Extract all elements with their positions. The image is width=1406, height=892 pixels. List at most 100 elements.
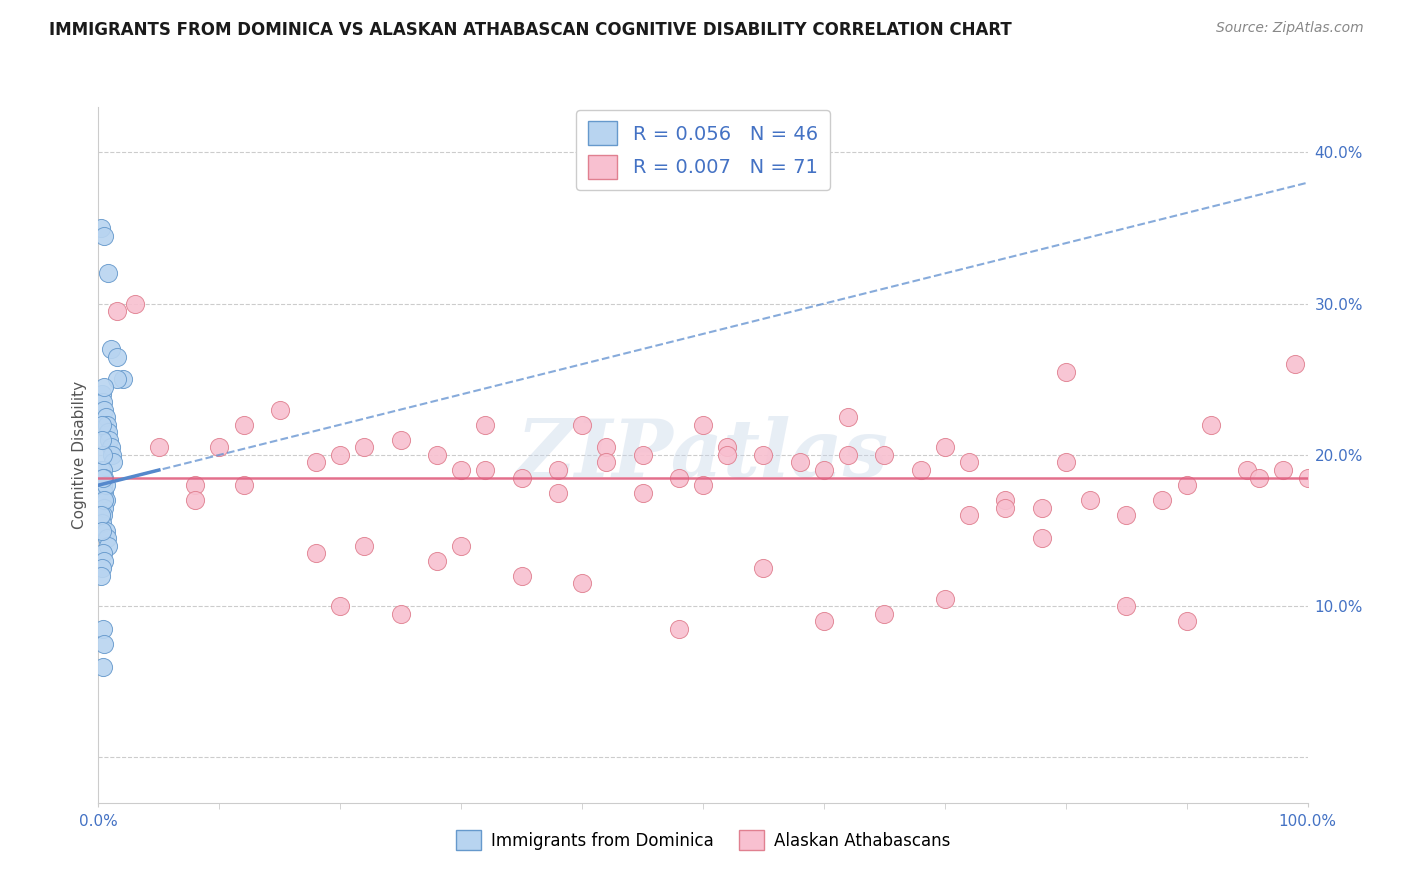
Point [93, 493, 115, 508]
Point [668, 470, 690, 484]
Point [111, 372, 134, 386]
Text: ZIPatlas: ZIPatlas [517, 417, 889, 493]
Point [94, 524, 117, 538]
Point [1054, 455, 1077, 469]
Point [426, 554, 449, 568]
Point [91, 659, 114, 673]
Text: IMMIGRANTS FROM DOMINICA VS ALASKAN ATHABASCAN COGNITIVE DISABILITY CORRELATION : IMMIGRANTS FROM DOMINICA VS ALASKAN ATHA… [49, 21, 1012, 39]
Point [91, 524, 114, 538]
Point [91, 622, 114, 636]
Point [1272, 463, 1295, 477]
Point [305, 455, 328, 469]
Point [910, 463, 932, 477]
Point [1078, 493, 1101, 508]
Point [329, 599, 352, 614]
Point [91, 470, 114, 484]
Point [91, 463, 114, 477]
Point [101, 455, 124, 469]
Point [1175, 615, 1198, 629]
Point [450, 539, 472, 553]
Point [789, 455, 811, 469]
Point [426, 448, 449, 462]
Point [94, 493, 117, 508]
Point [91, 546, 114, 560]
Point [184, 478, 207, 492]
Point [813, 615, 835, 629]
Point [389, 607, 412, 621]
Point [571, 417, 593, 432]
Point [91, 387, 114, 401]
Point [90, 463, 112, 477]
Point [91, 417, 114, 432]
Point [97, 539, 120, 553]
Point [994, 493, 1017, 508]
Point [1296, 470, 1319, 484]
Point [957, 455, 980, 469]
Point [873, 607, 896, 621]
Point [595, 455, 617, 469]
Point [813, 463, 835, 477]
Point [934, 591, 956, 606]
Point [91, 448, 114, 462]
Point [94, 410, 117, 425]
Point [837, 410, 859, 425]
Point [547, 463, 569, 477]
Point [510, 470, 533, 484]
Point [93, 402, 115, 417]
Point [100, 342, 122, 356]
Point [1199, 417, 1222, 432]
Point [148, 441, 170, 455]
Legend: Immigrants from Dominica, Alaskan Athabascans: Immigrants from Dominica, Alaskan Athaba… [450, 823, 956, 857]
Point [873, 448, 896, 462]
Point [305, 546, 328, 560]
Point [98, 433, 121, 447]
Point [232, 417, 254, 432]
Point [994, 500, 1017, 515]
Point [232, 478, 254, 492]
Point [1031, 531, 1053, 545]
Point [96, 417, 118, 432]
Point [124, 296, 146, 310]
Point [716, 441, 738, 455]
Point [595, 441, 617, 455]
Point [100, 441, 122, 455]
Point [571, 576, 593, 591]
Point [631, 448, 654, 462]
Point [208, 441, 231, 455]
Point [100, 448, 122, 462]
Point [1284, 357, 1306, 371]
Point [91, 470, 114, 484]
Point [957, 508, 980, 523]
Point [1031, 500, 1053, 515]
Point [91, 395, 114, 409]
Point [105, 304, 128, 318]
Point [93, 637, 115, 651]
Point [474, 417, 496, 432]
Point [91, 478, 114, 492]
Point [93, 485, 115, 500]
Point [90, 508, 112, 523]
Point [752, 561, 775, 575]
Point [837, 448, 859, 462]
Point [934, 441, 956, 455]
Point [450, 463, 472, 477]
Point [1115, 599, 1137, 614]
Point [105, 372, 128, 386]
Point [94, 478, 117, 492]
Point [96, 531, 118, 545]
Point [97, 425, 120, 440]
Point [510, 569, 533, 583]
Point [93, 500, 115, 515]
Point [1175, 478, 1198, 492]
Point [90, 221, 112, 235]
Point [389, 433, 412, 447]
Point [91, 516, 114, 530]
Point [474, 463, 496, 477]
Point [692, 417, 714, 432]
Point [668, 622, 690, 636]
Point [329, 448, 352, 462]
Point [93, 554, 115, 568]
Point [1115, 508, 1137, 523]
Point [91, 433, 114, 447]
Point [716, 448, 738, 462]
